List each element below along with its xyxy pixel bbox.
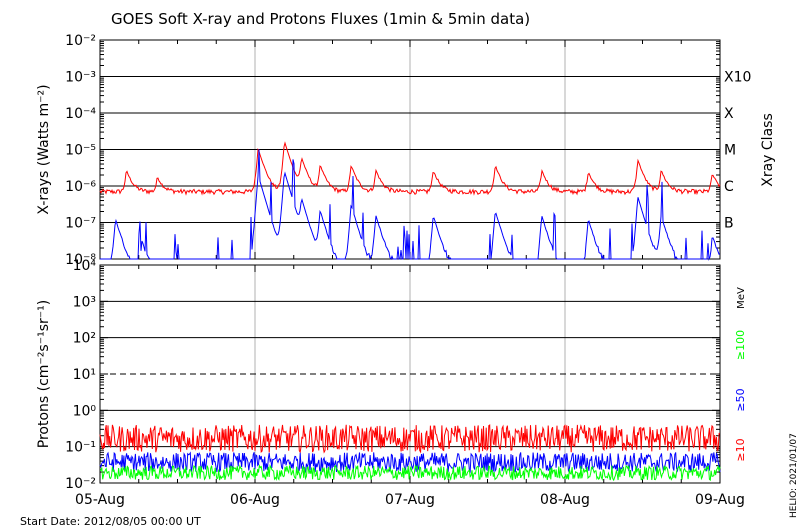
y-tick-label: 10⁻²	[65, 33, 96, 49]
mev-unit-label: MeV	[736, 287, 747, 309]
proton-series-line	[99, 424, 720, 454]
proton-legend-label: ≥50	[734, 388, 747, 411]
x-tick-label: 07-Aug	[385, 492, 435, 508]
y-tick-label: 10³	[73, 294, 96, 310]
xray-panel: 10⁻⁸ 10⁻⁷ 10⁻⁶ 10⁻⁵ 10⁻⁴ 10⁻³ 10⁻² X-rays (Watt…	[36, 33, 776, 268]
xray-class-axis-label: Xray Class	[760, 113, 776, 187]
y-axis-label: Protons (cm⁻²s⁻¹sr⁻¹)	[36, 300, 52, 449]
xray-class-label: X	[724, 106, 734, 122]
xray-class-label: X10	[724, 70, 751, 86]
y-tick-label: 10⁻²	[65, 476, 96, 492]
proton-legend-label: ≥10	[734, 438, 747, 461]
proton-series-line	[99, 451, 721, 474]
proton-panel: 10⁻² 10⁻¹ 10⁰ 10¹ 10² 10³ 10⁴ Protons (cm⁻²s⁻¹s…	[36, 258, 747, 508]
y-tick-label: 10²	[73, 331, 96, 347]
start-date-label: Start Date: 2012/08/05 00:00 UT	[20, 515, 201, 528]
y-tick-label: 10⁻³	[65, 70, 96, 86]
y-tick-label: 10¹	[73, 367, 96, 383]
xray-series-line	[99, 141, 721, 196]
xray-series-line	[100, 149, 721, 261]
x-tick-label: 09-Aug	[695, 492, 745, 508]
x-tick-label: 08-Aug	[540, 492, 590, 508]
y-tick-label: 10⁴	[73, 258, 97, 274]
chart-title: GOES Soft X-ray and Protons Fluxes (1min…	[111, 10, 530, 28]
xray-class-label: C	[724, 179, 734, 195]
xray-class-label: B	[724, 216, 734, 232]
proton-series-line	[100, 464, 721, 482]
x-tick-label: 06-Aug	[230, 492, 280, 508]
x-tick-label: 05-Aug	[75, 492, 125, 508]
proton-legend-label: ≥100	[734, 330, 747, 360]
y-tick-label: 10⁻⁵	[65, 143, 96, 159]
xray-class-label: M	[724, 143, 736, 159]
y-axis-label: X-rays (Watts m⁻²)	[36, 84, 52, 214]
y-tick-label: 10⁰	[73, 403, 97, 419]
y-tick-label: 10⁻⁴	[65, 106, 96, 122]
y-tick-label: 10⁻⁷	[65, 216, 96, 232]
y-tick-label: 10⁻¹	[65, 440, 96, 456]
y-tick-label: 10⁻⁶	[65, 179, 96, 195]
y-tick-label: 10⁻⁸	[65, 252, 96, 268]
credit-label: HELIO: 2021/01/07	[789, 433, 799, 518]
